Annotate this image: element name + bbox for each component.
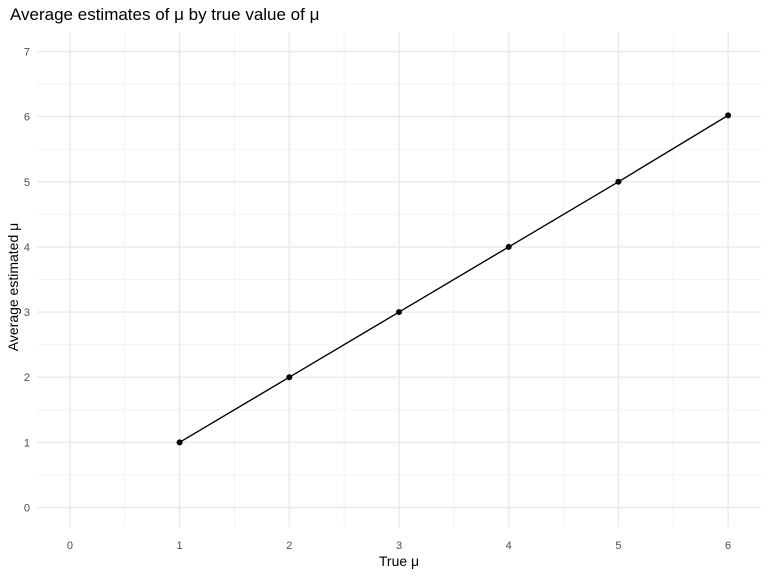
y-axis-title: Average estimated μ: [5, 223, 21, 351]
y-tick-label: 7: [24, 47, 30, 59]
y-tick-label: 2: [24, 372, 30, 384]
x-tick-label: 3: [396, 540, 402, 552]
y-tick-label: 5: [24, 177, 30, 189]
y-tick-label: 6: [24, 112, 30, 124]
data-point: [176, 439, 183, 446]
data-point: [615, 178, 622, 185]
data-point: [286, 374, 293, 381]
series-layer: [176, 112, 732, 446]
x-tick-labels: 0 1 2 3 4 5 6: [67, 540, 731, 552]
y-tick-label: 4: [24, 242, 30, 254]
x-tick-label: 2: [286, 540, 292, 552]
series-line: [179, 114, 729, 443]
chart-title: Average estimates of μ by true value of …: [10, 5, 319, 24]
y-tick-label: 3: [24, 307, 30, 319]
x-tick-label: 5: [615, 540, 621, 552]
x-tick-label: 0: [67, 540, 73, 552]
x-tick-label: 4: [506, 540, 512, 552]
y-tick-label: 0: [24, 502, 30, 514]
data-point: [396, 309, 402, 316]
x-tick-label: 1: [177, 540, 183, 552]
grid-major-lines: [37, 32, 761, 527]
y-tick-labels: 0 1 2 3 4 5 6 7: [24, 47, 30, 515]
x-tick-label: 6: [725, 540, 731, 552]
data-point: [505, 243, 512, 250]
y-tick-label: 1: [24, 437, 30, 449]
x-axis-title: True μ: [379, 553, 419, 569]
data-point: [725, 112, 732, 119]
